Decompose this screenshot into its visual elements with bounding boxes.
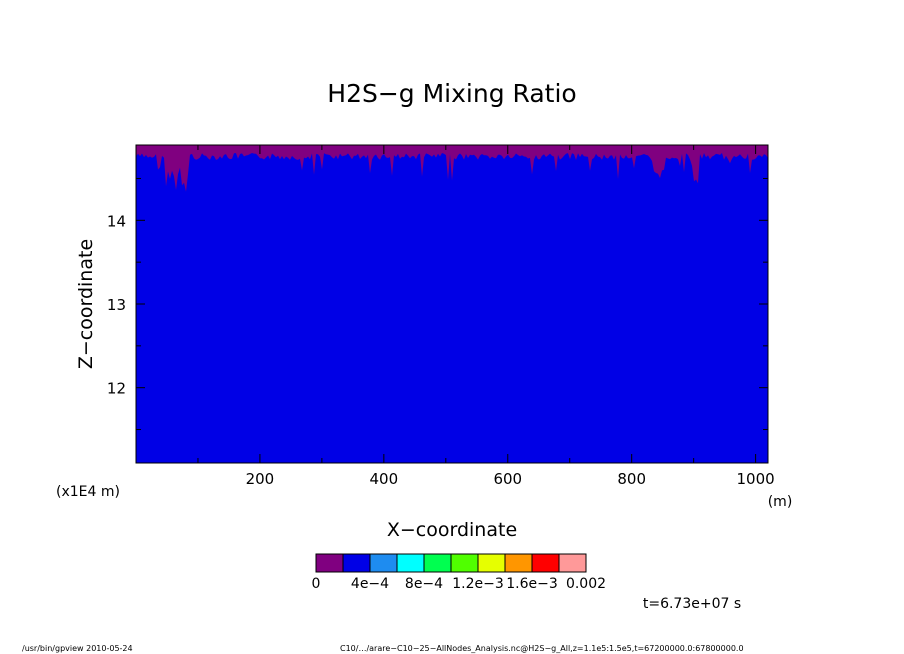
y-tick-label: 14: [107, 212, 126, 230]
colorbar-swatch: [423, 553, 452, 573]
colorbar-label: 4e−4: [351, 576, 389, 592]
colorbar-swatch: [477, 553, 506, 573]
x-tick-label: 400: [370, 470, 399, 488]
x-tick-label: 1000: [737, 470, 775, 488]
y-tick-label: 12: [107, 380, 126, 398]
y-tick-label: 13: [107, 296, 126, 314]
colorbar-label: 1.6e−3: [506, 576, 558, 592]
colorbar-swatch: [396, 553, 425, 573]
colorbar-swatch: [369, 553, 398, 573]
colorbar-swatch: [531, 553, 560, 573]
colorbar-label: 8e−4: [405, 576, 443, 592]
colorbar: [315, 553, 587, 573]
x-unit-label: (m): [768, 494, 793, 510]
colorbar-swatch: [558, 553, 587, 573]
x-axis-label: X−coordinate: [387, 519, 517, 541]
colorbar-label: 0.002: [566, 576, 606, 592]
top-layer-region: [136, 145, 768, 192]
x-tick-label: 200: [246, 470, 275, 488]
y-axis-label: Z−coordinate: [75, 239, 97, 369]
colorbar-swatch: [342, 553, 371, 573]
chart-title: H2S−g Mixing Ratio: [327, 79, 576, 108]
plot-area-fill: [136, 145, 768, 463]
footer-right: C10/…/arare−C10−25−AllNodes_Analysis.nc@…: [340, 644, 744, 653]
footer-left: /usr/bin/gpview 2010-05-24: [22, 644, 133, 653]
y-tick-group: 12 13 14: [107, 177, 768, 431]
colorbar-label: 0: [312, 576, 321, 592]
colorbar-swatch: [504, 553, 533, 573]
colorbar-swatch: [315, 553, 344, 573]
time-label: t=6.73e+07 s: [643, 596, 741, 612]
colorbar-labels: 0 4e−4 8e−4 1.2e−3 1.6e−3 0.002: [312, 576, 607, 592]
colorbar-swatch: [450, 553, 479, 573]
x-tick-group: 200 400 600 800 1000: [197, 145, 775, 488]
x-tick-label: 800: [617, 470, 646, 488]
y-scale-note: (x1E4 m): [56, 484, 120, 500]
x-tick-label: 600: [493, 470, 522, 488]
colorbar-label: 1.2e−3: [452, 576, 504, 592]
